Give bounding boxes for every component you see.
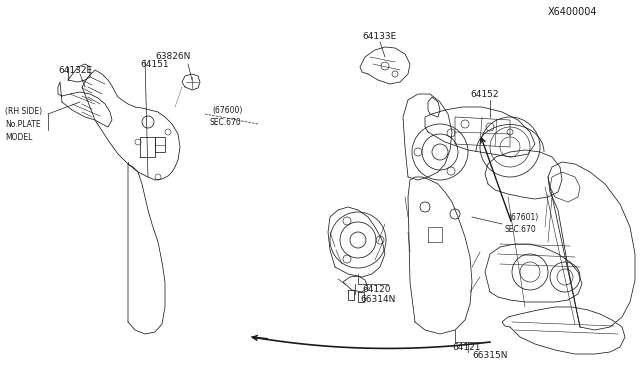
Text: 64132E: 64132E — [58, 65, 92, 74]
Text: MODEL: MODEL — [5, 132, 33, 141]
Text: X6400004: X6400004 — [548, 7, 598, 17]
Text: 64121: 64121 — [452, 343, 481, 353]
Text: SEC.670: SEC.670 — [505, 224, 537, 234]
Text: No.PLATE: No.PLATE — [5, 119, 40, 128]
Text: (67600): (67600) — [212, 106, 243, 115]
Text: SEC.670: SEC.670 — [210, 118, 242, 126]
Text: 64120: 64120 — [362, 285, 390, 295]
Text: (67601): (67601) — [508, 212, 538, 221]
Text: 63826N: 63826N — [155, 51, 190, 61]
Text: 64133E: 64133E — [362, 32, 396, 41]
Text: 66315N: 66315N — [472, 352, 508, 360]
Text: (RH SIDE): (RH SIDE) — [5, 106, 42, 115]
Text: 66314N: 66314N — [360, 295, 396, 305]
Text: 64152: 64152 — [470, 90, 499, 99]
Text: 64151: 64151 — [140, 60, 168, 68]
